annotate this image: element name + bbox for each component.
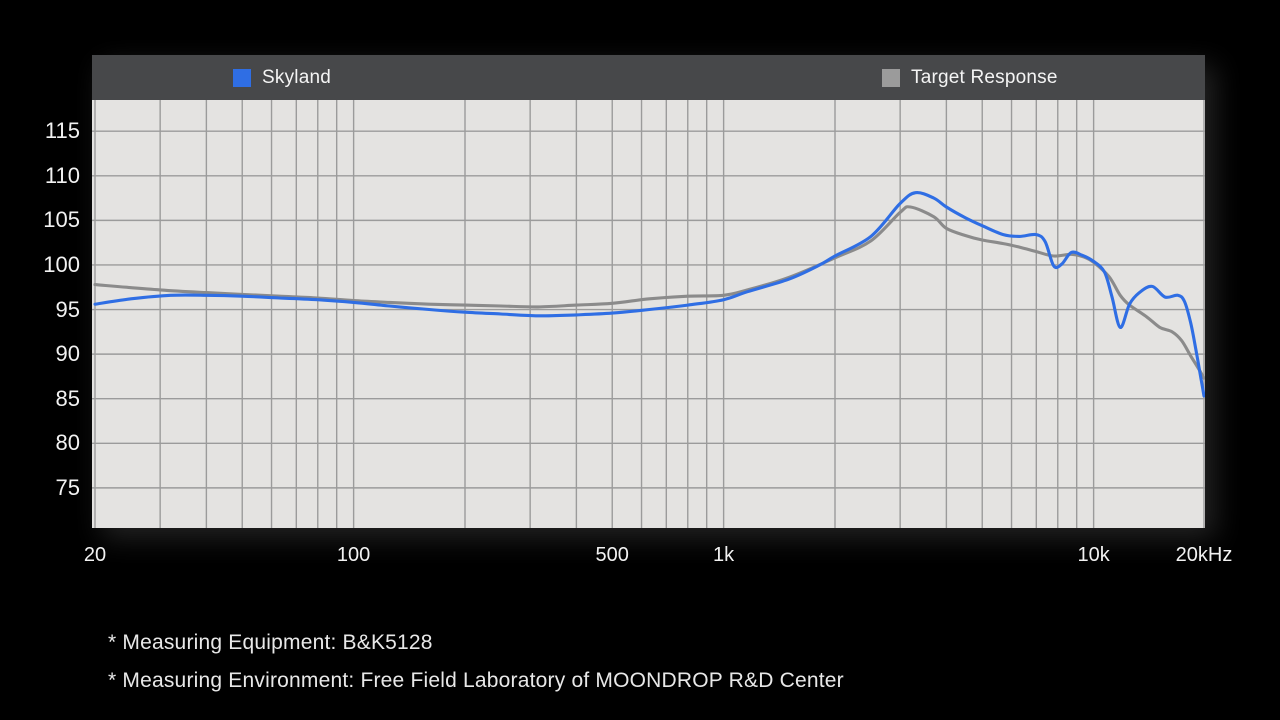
skyland-curve [93,191,1205,398]
measurement-notes: * Measuring Equipment: B&K5128 * Measuri… [108,624,844,700]
fr-plot-area [92,100,1205,528]
x-tick-label: 500 [595,544,629,566]
x-tick-label: 1k [713,544,735,566]
x-tick-label: 10k [1077,544,1110,566]
legend-bar: Skyland Target Response [92,55,1205,100]
skyland-legend-label: Skyland [262,66,331,88]
target-response-curve [93,205,1205,380]
y-tick-label: 100 [43,251,80,277]
target-response-color-swatch [882,68,900,87]
target-response-legend-label: Target Response [911,66,1058,88]
y-tick-label: 75 [55,474,80,500]
y-tick-label: 115 [44,118,80,144]
y-tick-label: 90 [55,341,80,367]
y-tick-label: 105 [43,207,80,233]
x-tick-label: 100 [336,544,371,566]
note-measuring-environment: * Measuring Environment: Free Field Labo… [108,669,844,692]
y-tick-label: 95 [55,296,80,322]
skyland-color-swatch [233,68,251,87]
y-tick-label: 85 [55,385,80,411]
legend-item-skyland: Skyland [233,55,331,100]
legend-item-target-response: Target Response [882,55,1058,100]
note-measuring-equipment: * Measuring Equipment: B&K5128 [108,631,433,654]
x-tick-label: 20kHz [1175,544,1233,566]
y-tick-label: 80 [55,430,80,456]
x-tick-label: 20 [83,544,107,566]
y-tick-label: 110 [44,162,80,188]
frequency-response-chart: Skyland Target Response [92,55,1205,528]
